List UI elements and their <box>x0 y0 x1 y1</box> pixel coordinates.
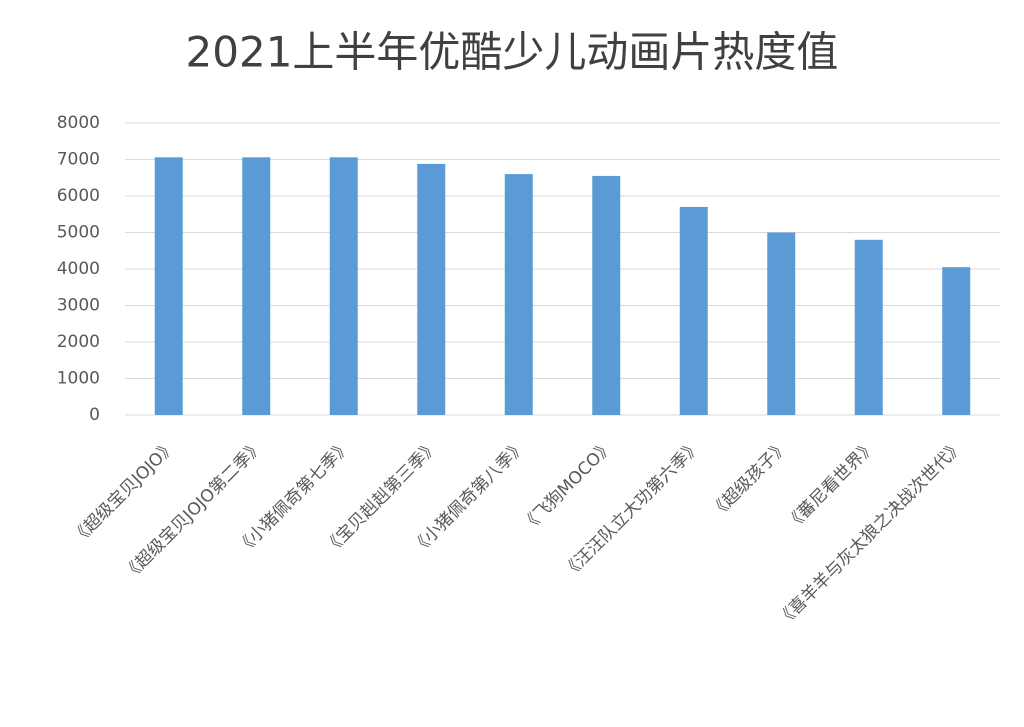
y-tick-label: 2000 <box>57 332 100 352</box>
x-tick-label: 《飞狗MOCO》 <box>518 436 618 536</box>
bar <box>504 174 533 415</box>
x-tick-label: 《超级宝贝JOJO第二季》 <box>119 436 267 584</box>
bar <box>242 157 271 415</box>
x-tick-label: 《蕃尼看世界》 <box>782 436 880 534</box>
bar <box>592 175 621 415</box>
y-tick-label: 8000 <box>57 113 100 133</box>
chart-title: 2021上半年优酷少儿动画片热度值 <box>186 28 839 77</box>
bar <box>942 267 971 415</box>
y-tick-label: 7000 <box>57 150 100 170</box>
x-tick-label: 《超级孩子》 <box>707 436 793 522</box>
bar <box>679 206 708 415</box>
x-tick-label: 《喜羊羊与灰太狼之决战次世代》 <box>773 436 967 630</box>
y-tick-label: 4000 <box>57 259 100 279</box>
y-tick-label: 6000 <box>57 186 100 206</box>
bar <box>329 157 358 415</box>
y-tick-label: 5000 <box>57 223 100 243</box>
bar <box>417 163 446 415</box>
y-tick-label: 0 <box>89 405 100 425</box>
bar <box>854 239 883 415</box>
y-tick-label: 1000 <box>57 369 100 389</box>
y-tick-label: 3000 <box>57 296 100 316</box>
bar <box>154 157 183 415</box>
bar <box>767 232 796 415</box>
